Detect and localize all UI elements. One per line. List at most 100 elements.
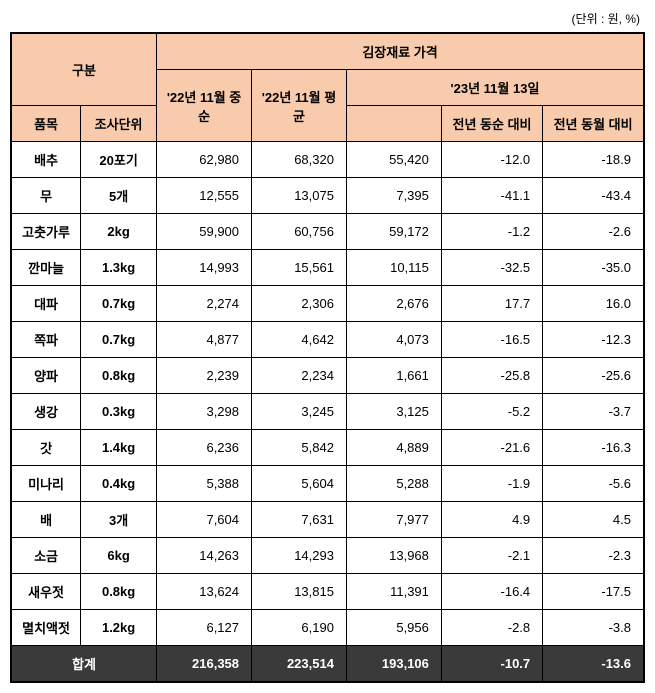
- header-empty: [346, 106, 441, 142]
- cell-avg22: 3,245: [252, 394, 347, 430]
- cell-avg22: 14,293: [252, 538, 347, 574]
- header-nov23-date: '23년 11월 13일: [346, 70, 644, 106]
- cell-yoy-month: -12.3: [543, 322, 644, 358]
- cell-unit: 0.3kg: [81, 394, 157, 430]
- cell-yoy-month: 4.5: [543, 502, 644, 538]
- cell-avg22: 5,604: [252, 466, 347, 502]
- cell-yoy-month: -16.3: [543, 430, 644, 466]
- header-nov22-mid: '22년 11월 중순: [157, 70, 252, 142]
- cell-yoy-mid: -2.1: [441, 538, 542, 574]
- cell-yoy-month: -18.9: [543, 142, 644, 178]
- header-survey-unit: 조사단위: [81, 106, 157, 142]
- table-row: 새우젓 0.8kg 13,624 13,815 11,391 -16.4 -17…: [11, 574, 644, 610]
- cell-yoy-mid: 17.7: [441, 286, 542, 322]
- cell-yoy-month: -2.6: [543, 214, 644, 250]
- table-row: 대파 0.7kg 2,274 2,306 2,676 17.7 16.0: [11, 286, 644, 322]
- cell-nov23: 11,391: [346, 574, 441, 610]
- cell-yoy-month: -17.5: [543, 574, 644, 610]
- cell-nov23: 55,420: [346, 142, 441, 178]
- total-label: 합계: [11, 646, 157, 683]
- cell-unit: 0.8kg: [81, 358, 157, 394]
- cell-avg22: 13,815: [252, 574, 347, 610]
- cell-avg22: 2,306: [252, 286, 347, 322]
- cell-item: 소금: [11, 538, 81, 574]
- cell-mid22: 14,263: [157, 538, 252, 574]
- cell-mid22: 2,274: [157, 286, 252, 322]
- cell-yoy-month: -5.6: [543, 466, 644, 502]
- total-avg22: 223,514: [252, 646, 347, 683]
- cell-item: 미나리: [11, 466, 81, 502]
- cell-mid22: 14,993: [157, 250, 252, 286]
- cell-nov23: 10,115: [346, 250, 441, 286]
- cell-unit: 1.3kg: [81, 250, 157, 286]
- cell-avg22: 15,561: [252, 250, 347, 286]
- cell-item: 생강: [11, 394, 81, 430]
- cell-yoy-mid: -21.6: [441, 430, 542, 466]
- header-price: 김장재료 가격: [157, 33, 644, 70]
- cell-unit: 20포기: [81, 142, 157, 178]
- cell-mid22: 62,980: [157, 142, 252, 178]
- total-yoy-mid: -10.7: [441, 646, 542, 683]
- cell-yoy-month: -3.7: [543, 394, 644, 430]
- cell-item: 배: [11, 502, 81, 538]
- cell-avg22: 2,234: [252, 358, 347, 394]
- table-row: 멸치액젓 1.2kg 6,127 6,190 5,956 -2.8 -3.8: [11, 610, 644, 646]
- cell-item: 깐마늘: [11, 250, 81, 286]
- cell-mid22: 4,877: [157, 322, 252, 358]
- total-row: 합계 216,358 223,514 193,106 -10.7 -13.6: [11, 646, 644, 683]
- header-item: 품목: [11, 106, 81, 142]
- cell-nov23: 5,288: [346, 466, 441, 502]
- cell-mid22: 2,239: [157, 358, 252, 394]
- cell-item: 새우젓: [11, 574, 81, 610]
- cell-yoy-mid: -16.4: [441, 574, 542, 610]
- cell-avg22: 6,190: [252, 610, 347, 646]
- cell-nov23: 7,977: [346, 502, 441, 538]
- cell-mid22: 6,236: [157, 430, 252, 466]
- table-row: 양파 0.8kg 2,239 2,234 1,661 -25.8 -25.6: [11, 358, 644, 394]
- cell-item: 배추: [11, 142, 81, 178]
- table-row: 쪽파 0.7kg 4,877 4,642 4,073 -16.5 -12.3: [11, 322, 644, 358]
- table-row: 배추 20포기 62,980 68,320 55,420 -12.0 -18.9: [11, 142, 644, 178]
- cell-nov23: 4,889: [346, 430, 441, 466]
- cell-yoy-month: -3.8: [543, 610, 644, 646]
- cell-avg22: 4,642: [252, 322, 347, 358]
- cell-item: 멸치액젓: [11, 610, 81, 646]
- price-table: 구분 김장재료 가격 '22년 11월 중순 '22년 11월 평균 '23년 …: [10, 32, 645, 683]
- cell-item: 고춧가루: [11, 214, 81, 250]
- cell-avg22: 13,075: [252, 178, 347, 214]
- cell-unit: 1.4kg: [81, 430, 157, 466]
- cell-nov23: 1,661: [346, 358, 441, 394]
- cell-avg22: 5,842: [252, 430, 347, 466]
- cell-yoy-mid: -16.5: [441, 322, 542, 358]
- cell-avg22: 68,320: [252, 142, 347, 178]
- cell-unit: 0.7kg: [81, 286, 157, 322]
- cell-nov23: 59,172: [346, 214, 441, 250]
- cell-yoy-mid: -32.5: [441, 250, 542, 286]
- header-yoy-mid: 전년 동순 대비: [441, 106, 542, 142]
- cell-yoy-month: -43.4: [543, 178, 644, 214]
- cell-nov23: 7,395: [346, 178, 441, 214]
- header-nov22-avg: '22년 11월 평균: [252, 70, 347, 142]
- cell-unit: 3개: [81, 502, 157, 538]
- cell-mid22: 12,555: [157, 178, 252, 214]
- cell-yoy-mid: -1.9: [441, 466, 542, 502]
- cell-unit: 2kg: [81, 214, 157, 250]
- header-yoy-month: 전년 동월 대비: [543, 106, 644, 142]
- cell-mid22: 5,388: [157, 466, 252, 502]
- table-body: 배추 20포기 62,980 68,320 55,420 -12.0 -18.9…: [11, 142, 644, 683]
- cell-yoy-month: 16.0: [543, 286, 644, 322]
- cell-mid22: 13,624: [157, 574, 252, 610]
- cell-yoy-mid: -41.1: [441, 178, 542, 214]
- cell-nov23: 3,125: [346, 394, 441, 430]
- cell-yoy-mid: -12.0: [441, 142, 542, 178]
- cell-yoy-month: -2.3: [543, 538, 644, 574]
- cell-item: 쪽파: [11, 322, 81, 358]
- table-row: 갓 1.4kg 6,236 5,842 4,889 -21.6 -16.3: [11, 430, 644, 466]
- cell-item: 양파: [11, 358, 81, 394]
- cell-mid22: 59,900: [157, 214, 252, 250]
- cell-nov23: 5,956: [346, 610, 441, 646]
- table-row: 미나리 0.4kg 5,388 5,604 5,288 -1.9 -5.6: [11, 466, 644, 502]
- cell-yoy-month: -35.0: [543, 250, 644, 286]
- table-row: 깐마늘 1.3kg 14,993 15,561 10,115 -32.5 -35…: [11, 250, 644, 286]
- cell-nov23: 2,676: [346, 286, 441, 322]
